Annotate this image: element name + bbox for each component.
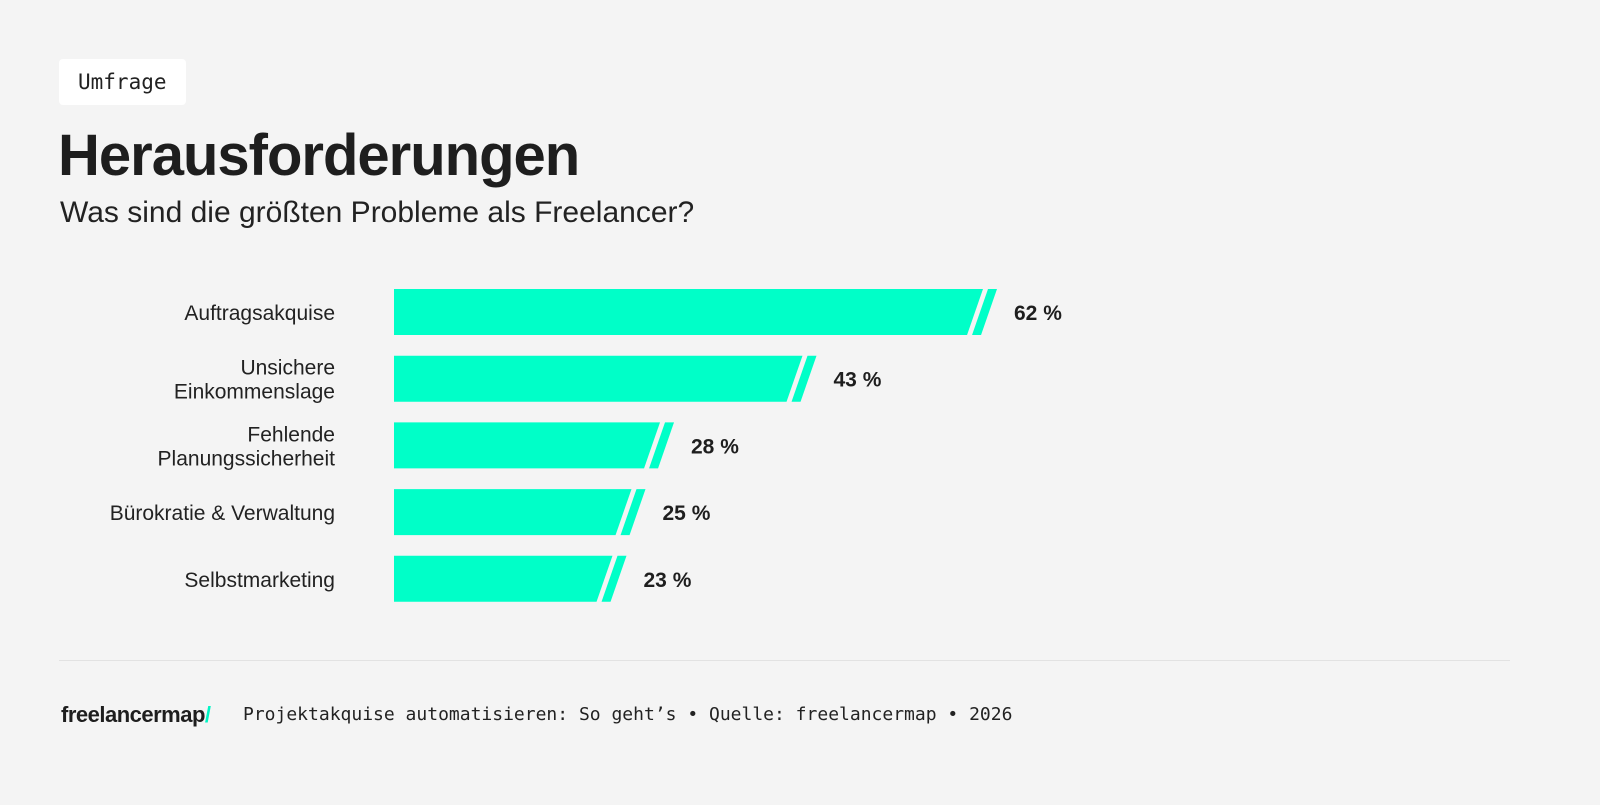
divider <box>59 660 1510 661</box>
bar-break-mark <box>791 355 817 402</box>
value-label: 28 % <box>691 435 739 458</box>
footer-source: Projektakquise automatisieren: So geht’s… <box>243 704 1013 725</box>
category-label: Planungssicherheit <box>158 447 336 470</box>
category-label: Unsichere <box>240 357 335 380</box>
bar <box>394 422 660 469</box>
category-label: Auftragsakquise <box>184 302 335 325</box>
bar <box>394 289 983 335</box>
bar <box>394 489 632 536</box>
category-label: Fehlende <box>247 423 335 446</box>
category-label: Selbstmarketing <box>184 569 335 592</box>
chart-subtitle: Was sind die größten Probleme als Freela… <box>60 196 695 229</box>
category-tag: Umfrage <box>59 59 186 105</box>
value-label: 62 % <box>1014 302 1062 325</box>
value-label: 23 % <box>644 569 692 592</box>
value-label: 25 % <box>663 502 711 525</box>
bar-break-mark <box>601 555 627 602</box>
bar-break-mark <box>620 489 646 536</box>
category-label: Bürokratie & Verwaltung <box>110 502 335 525</box>
value-label: 43 % <box>834 369 882 392</box>
bar-break-mark <box>649 422 674 469</box>
category-label: Einkommenslage <box>174 381 335 404</box>
bar-break-mark <box>972 289 997 335</box>
bar <box>394 355 803 402</box>
chart-title: Herausforderungen <box>58 123 580 188</box>
bar <box>394 555 613 602</box>
freelancermap-logo: freelancermap/ <box>61 702 211 727</box>
